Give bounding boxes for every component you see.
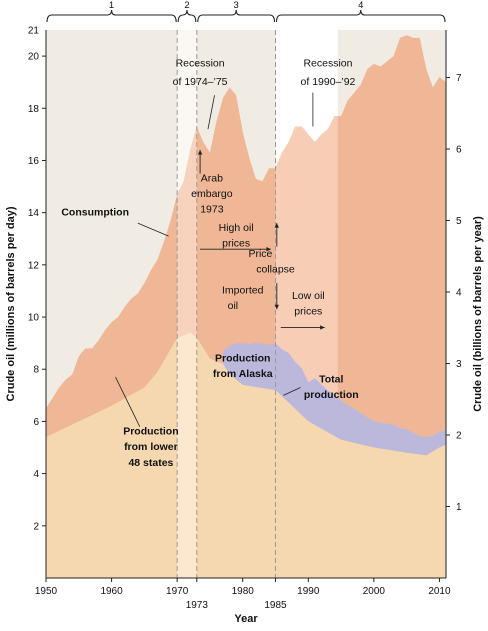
period-label: 2 <box>184 0 189 11</box>
annotation-text: Recession <box>176 58 225 70</box>
annotation-text: Production <box>215 352 270 364</box>
annotation-text: Production <box>123 425 178 437</box>
period-brace <box>46 9 177 23</box>
high-prices-arrow-head <box>266 247 271 252</box>
consumption-pointer <box>137 222 169 237</box>
annotation-text: Consumption <box>61 206 129 218</box>
annotation-text: 48 states <box>128 457 173 469</box>
price-collapse-down-arrow-head <box>274 304 279 310</box>
lower48-pointer <box>115 376 141 427</box>
annotation-text: of 1990–’92 <box>301 76 356 88</box>
annotation-text: Low oil <box>292 290 325 302</box>
annotation-text: Imported <box>222 285 264 297</box>
y-tick-label-left: 14 <box>28 208 40 219</box>
y-tick-label-left: 10 <box>28 313 40 324</box>
lower48-area-period-2 <box>177 332 197 578</box>
recession-1974-pointer <box>207 95 215 130</box>
annotation-text: oil <box>228 300 239 312</box>
y-axis-title-left: Crude oil (millions of barrels per day) <box>5 206 17 401</box>
y-tick-label-left: 18 <box>28 104 40 115</box>
period-brace <box>275 9 446 23</box>
x-tick-label: 2010 <box>428 586 451 597</box>
y-tick-label-left: 4 <box>33 469 39 480</box>
price-collapse-up-arrow-head <box>274 223 279 228</box>
x-tick-label: 1960 <box>100 586 123 597</box>
alaska-production-area <box>223 342 446 456</box>
annotation-text: High oil <box>219 222 254 234</box>
annotation-text: Arab <box>201 172 223 184</box>
annotation-text: from Alaska <box>213 368 273 380</box>
x-tick-label: 2000 <box>363 586 386 597</box>
annotation-text: 1973 <box>200 204 224 216</box>
annotation-text: production <box>304 389 359 401</box>
total-production-pointer <box>283 387 301 396</box>
x-tick-label-extra: 1985 <box>264 600 287 611</box>
y-tick-label-left: 20 <box>28 52 40 63</box>
y-tick-label-right: 4 <box>456 288 462 299</box>
annotation-text: embargo <box>191 188 233 200</box>
period-label: 4 <box>358 0 363 11</box>
y-tick-label-left: 16 <box>28 156 40 167</box>
y-tick-label-right: 6 <box>456 145 462 156</box>
x-tick-label-extra: 1973 <box>186 600 209 611</box>
y-tick-label-left: 12 <box>28 260 40 271</box>
x-tick-label: 1990 <box>297 586 320 597</box>
annotation-text: from lower <box>124 441 178 453</box>
lower48-production-area <box>46 332 446 578</box>
period-label: 1 <box>109 0 114 11</box>
y-axis-title-right: Crude oil (billions of barrels per year) <box>472 216 484 412</box>
annotation-text: Recession <box>303 58 352 70</box>
annotation-text: Total <box>319 373 343 385</box>
annotation-text: of 1974–’75 <box>173 76 228 88</box>
y-tick-label-right: 7 <box>456 73 462 84</box>
y-tick-label-right: 5 <box>456 216 462 227</box>
low-prices-arrow-head <box>320 325 325 330</box>
period-brace <box>197 9 276 23</box>
annotation-text: prices <box>222 238 250 250</box>
y-tick-label-left-top: 21 <box>28 26 40 37</box>
x-tick-label: 1970 <box>166 586 189 597</box>
embargo-arrow-head <box>197 150 203 155</box>
period-brace <box>177 9 197 23</box>
period-label: 3 <box>234 0 239 11</box>
y-tick-label-left: 6 <box>33 417 39 428</box>
annotation-text: prices <box>294 305 322 317</box>
y-tick-label-left: 8 <box>33 365 39 376</box>
annotation-text: collapse <box>256 264 295 276</box>
y-tick-label-right: 3 <box>456 359 462 370</box>
x-tick-label: 1980 <box>232 586 255 597</box>
x-axis-title: Year <box>234 613 258 625</box>
x-tick-label: 1950 <box>35 586 58 597</box>
y-tick-label-left: 2 <box>33 521 39 532</box>
y-tick-label-right: 1 <box>456 502 462 513</box>
y-tick-label-right: 2 <box>456 431 462 442</box>
